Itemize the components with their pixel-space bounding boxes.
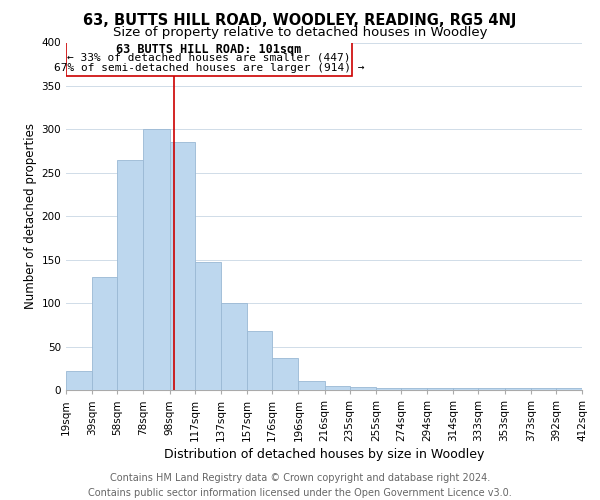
Bar <box>505 388 531 390</box>
Bar <box>92 277 117 390</box>
X-axis label: Distribution of detached houses by size in Woodley: Distribution of detached houses by size … <box>164 448 484 461</box>
Text: ← 33% of detached houses are smaller (447): ← 33% of detached houses are smaller (44… <box>67 53 351 63</box>
Bar <box>325 386 350 390</box>
Bar <box>350 388 376 390</box>
Bar <box>478 388 505 390</box>
Bar <box>556 388 582 390</box>
FancyBboxPatch shape <box>66 38 352 76</box>
Bar <box>272 358 298 390</box>
Text: Size of property relative to detached houses in Woodley: Size of property relative to detached ho… <box>113 26 487 39</box>
Bar <box>221 303 247 390</box>
Bar <box>401 388 427 390</box>
Bar <box>66 371 92 390</box>
Bar <box>143 130 170 390</box>
Bar <box>194 262 221 390</box>
Bar <box>531 388 556 390</box>
Bar <box>427 388 454 390</box>
Text: 67% of semi-detached houses are larger (914) →: 67% of semi-detached houses are larger (… <box>54 64 364 74</box>
Bar <box>298 382 325 390</box>
Bar <box>247 331 272 390</box>
Text: Contains HM Land Registry data © Crown copyright and database right 2024.
Contai: Contains HM Land Registry data © Crown c… <box>88 472 512 498</box>
Text: 63 BUTTS HILL ROAD: 101sqm: 63 BUTTS HILL ROAD: 101sqm <box>116 42 302 56</box>
Bar <box>170 142 194 390</box>
Bar <box>117 160 143 390</box>
Text: 63, BUTTS HILL ROAD, WOODLEY, READING, RG5 4NJ: 63, BUTTS HILL ROAD, WOODLEY, READING, R… <box>83 12 517 28</box>
Y-axis label: Number of detached properties: Number of detached properties <box>24 123 37 309</box>
Bar <box>376 388 401 390</box>
Bar <box>454 388 478 390</box>
